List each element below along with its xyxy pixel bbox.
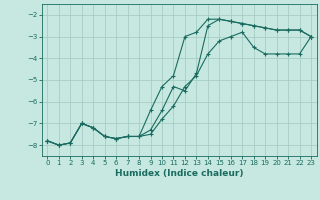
X-axis label: Humidex (Indice chaleur): Humidex (Indice chaleur) xyxy=(115,169,244,178)
